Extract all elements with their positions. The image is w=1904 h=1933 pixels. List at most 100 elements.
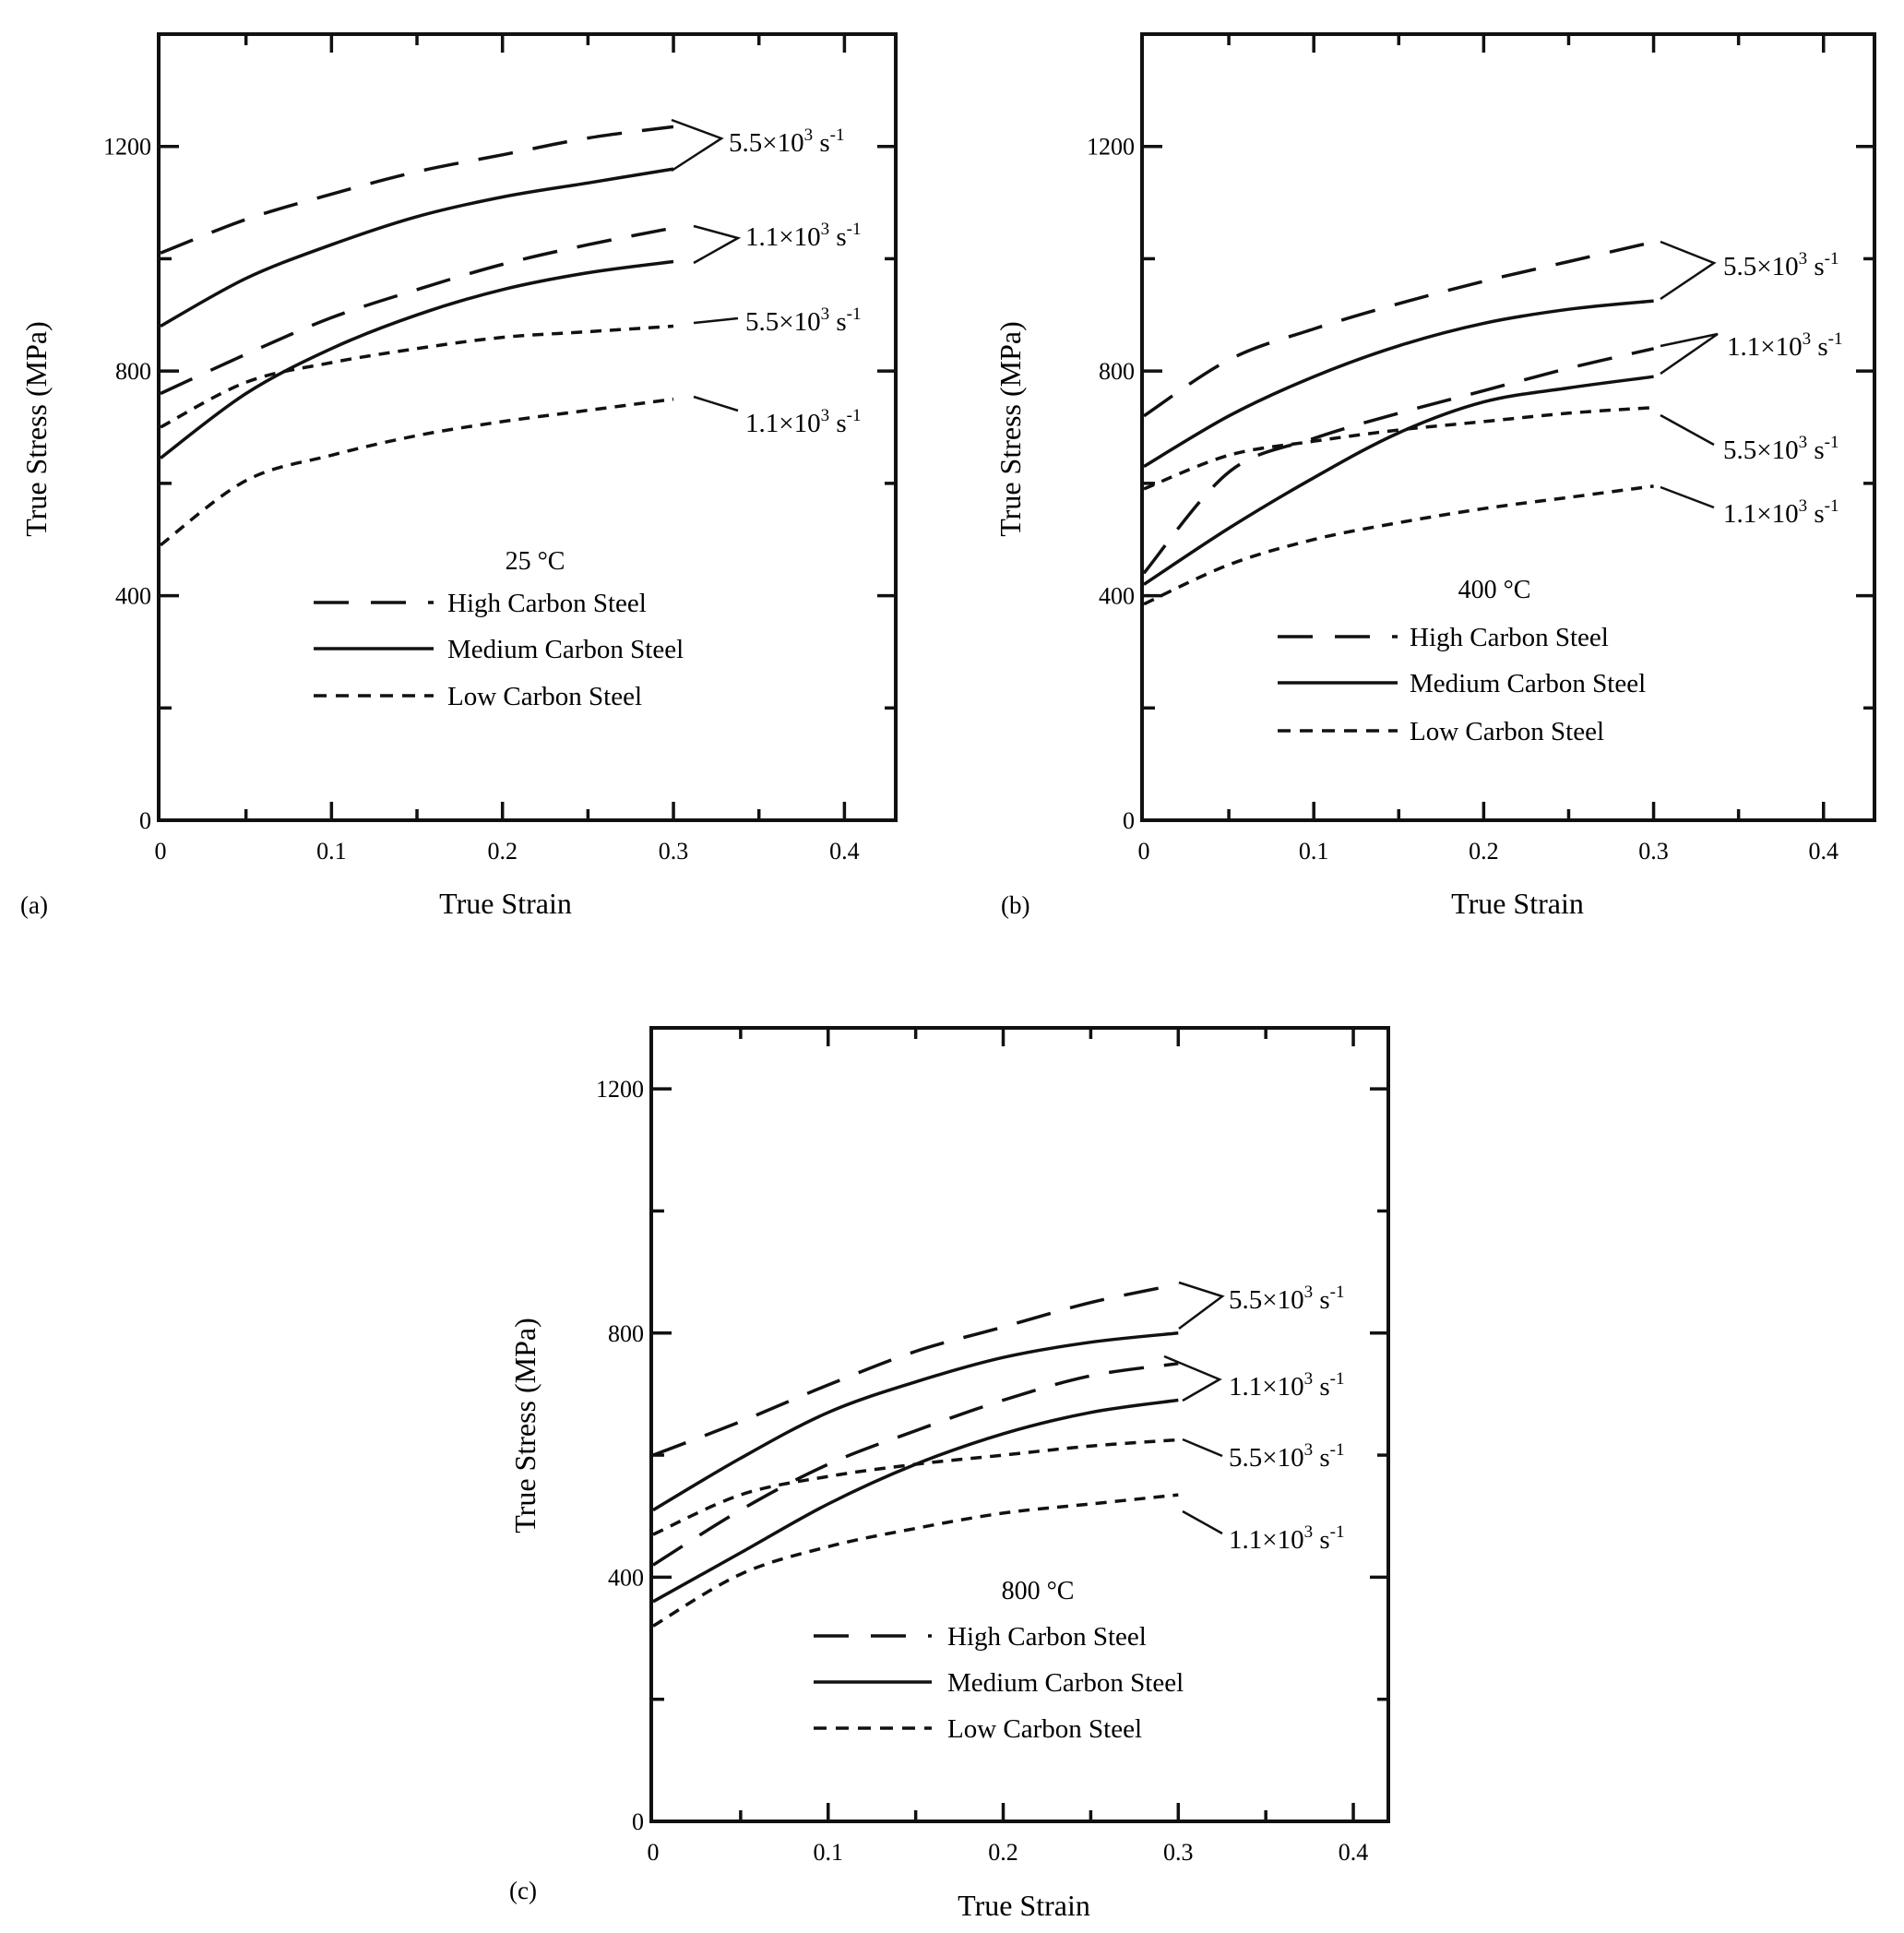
rate-unit: s <box>1313 1443 1330 1473</box>
rate-mantissa: 5.5×10 <box>1229 1443 1304 1473</box>
legend-label-high-carbon: High Carbon Steel <box>447 589 647 618</box>
x-tick-label: 0.1 <box>1299 838 1329 865</box>
rate-mantissa: 5.5×10 <box>745 307 821 337</box>
leader-line <box>1182 1438 1223 1458</box>
series-line-high-carbon-steel <box>1143 240 1654 418</box>
curves <box>652 1283 1179 1628</box>
rate-exponent: 3 <box>821 304 830 324</box>
rate-unit: s <box>1807 436 1825 465</box>
rate-exponent: 3 <box>1799 496 1808 516</box>
x-tick-label: 0.2 <box>487 838 518 865</box>
panel-c: 0 0.1 0.2 0.3 0.4 0 400 800 1200 True St… <box>508 1026 1390 1922</box>
y-tick-label: 800 <box>1099 358 1135 385</box>
x-tick-label: 0.4 <box>1339 1839 1369 1866</box>
y-tick-label: 1200 <box>596 1076 644 1103</box>
plot-frame <box>649 1026 1390 1823</box>
leader-bracket <box>671 118 724 173</box>
rate-leaders <box>671 118 742 412</box>
x-tick-label: 0.2 <box>1469 838 1499 865</box>
rate-unit-exponent: -1 <box>1330 1369 1345 1389</box>
rate-mantissa: 1.1×10 <box>1727 332 1803 362</box>
legend-label-medium-carbon: Medium Carbon Steel <box>1410 669 1646 698</box>
rate-unit-exponent: -1 <box>847 406 862 425</box>
leader-line <box>1660 413 1715 447</box>
rate-mantissa: 1.1×10 <box>1723 499 1799 529</box>
y-tick-label: 0 <box>632 1808 644 1835</box>
legend-label-high-carbon: High Carbon Steel <box>947 1622 1147 1652</box>
panel-label: (c) <box>509 1877 537 1904</box>
series-line-low-carbon-steel <box>652 1438 1179 1536</box>
series-line-high-carbon-steel <box>160 125 674 255</box>
rate-exponent: 3 <box>804 125 814 145</box>
legend-label-low-carbon: Low Carbon Steel <box>1410 717 1604 746</box>
legend: High Carbon Steel Medium Carbon Steel Lo… <box>314 589 684 711</box>
rate-unit: s <box>829 307 847 337</box>
rate-unit: s <box>1313 1525 1330 1555</box>
panel-label: (a) <box>20 891 48 919</box>
rate-unit-exponent: -1 <box>1825 433 1839 452</box>
series-line-low-carbon-steel <box>1143 484 1654 606</box>
y-axis-title: True Stress (MPa) <box>508 1318 541 1533</box>
rate-unit: s <box>1807 252 1825 281</box>
rate-label: 5.5×103 s-1 <box>729 125 844 158</box>
rate-unit: s <box>1313 1372 1330 1402</box>
y-axis-title: True Stress (MPa) <box>994 321 1027 537</box>
legend: High Carbon Steel Medium Carbon Steel Lo… <box>1278 623 1646 746</box>
rate-exponent: 3 <box>1304 1522 1314 1542</box>
rate-mantissa: 5.5×10 <box>1723 436 1799 465</box>
rate-unit: s <box>1313 1285 1330 1315</box>
series-line-medium-carbon-steel <box>1143 375 1654 586</box>
y-tick-label: 400 <box>115 583 151 610</box>
strain-rate-labels: 5.5×103 s-1 1.1×103 s-1 5.5×103 s-1 1.1×… <box>729 125 861 438</box>
leader-line <box>1182 1509 1223 1535</box>
x-tick-label: 0 <box>648 1839 660 1866</box>
legend-label-medium-carbon: Medium Carbon Steel <box>447 635 684 664</box>
rate-exponent: 3 <box>821 406 830 425</box>
legend-label-high-carbon: High Carbon Steel <box>1410 623 1609 652</box>
rate-leaders <box>1163 1281 1225 1535</box>
legend-label-medium-carbon: Medium Carbon Steel <box>947 1668 1184 1698</box>
x-tick-label: 0 <box>155 838 167 865</box>
panel-b: 0 0.1 0.2 0.3 0.4 0 400 800 1200 True St… <box>994 32 1876 920</box>
x-tick-label: 0.3 <box>1163 1839 1194 1866</box>
x-tick-label: 0 <box>1138 838 1150 865</box>
rate-exponent: 3 <box>1304 1283 1314 1302</box>
rate-label: 1.1×103 s-1 <box>745 220 861 252</box>
rate-unit: s <box>1807 499 1825 529</box>
rate-unit-exponent: -1 <box>1828 329 1843 349</box>
y-tick-label: 400 <box>608 1564 644 1591</box>
rate-mantissa: 1.1×10 <box>1229 1372 1304 1402</box>
x-axis-title: True Strain <box>1451 887 1584 920</box>
legend-label-low-carbon: Low Carbon Steel <box>447 682 642 711</box>
legend-label-low-carbon: Low Carbon Steel <box>947 1714 1142 1744</box>
rate-exponent: 3 <box>1799 249 1808 268</box>
series-line-high-carbon-steel <box>652 1362 1179 1567</box>
rate-label: 1.1×103 s-1 <box>1723 496 1839 529</box>
x-axis-title: True Strain <box>439 887 572 920</box>
rate-exponent: 3 <box>1304 1369 1314 1389</box>
rate-mantissa: 1.1×10 <box>745 409 821 438</box>
series-line-low-carbon-steel <box>159 397 674 547</box>
rate-unit-exponent: -1 <box>1330 1522 1345 1542</box>
rate-unit: s <box>829 222 847 252</box>
temperature-label: 800 °C <box>1002 1577 1075 1605</box>
temperature-label: 25 °C <box>506 547 565 576</box>
leader-bracket <box>1178 1281 1225 1330</box>
leader-line <box>693 395 739 412</box>
rate-unit-exponent: -1 <box>1330 1283 1345 1302</box>
panel-label: (b) <box>1001 891 1029 919</box>
rate-mantissa: 1.1×10 <box>1229 1525 1304 1555</box>
series-line-high-carbon-steel <box>160 226 674 396</box>
strain-rate-labels: 5.5×103 s-1 1.1×103 s-1 5.5×103 s-1 1.1×… <box>1723 249 1842 529</box>
rate-exponent: 3 <box>1799 433 1808 452</box>
y-tick-label: 800 <box>608 1320 644 1347</box>
rate-unit-exponent: -1 <box>847 220 862 239</box>
rate-exponent: 3 <box>1803 329 1812 349</box>
y-tick-label: 1200 <box>103 134 151 161</box>
x-tick-label: 0.1 <box>316 838 347 865</box>
series-line-medium-carbon-steel <box>1143 299 1654 469</box>
rate-unit-exponent: -1 <box>1330 1440 1345 1460</box>
x-tick-label: 0.4 <box>1808 838 1839 865</box>
leader-bracket <box>1660 240 1717 301</box>
x-tick-label: 0.4 <box>829 838 860 865</box>
